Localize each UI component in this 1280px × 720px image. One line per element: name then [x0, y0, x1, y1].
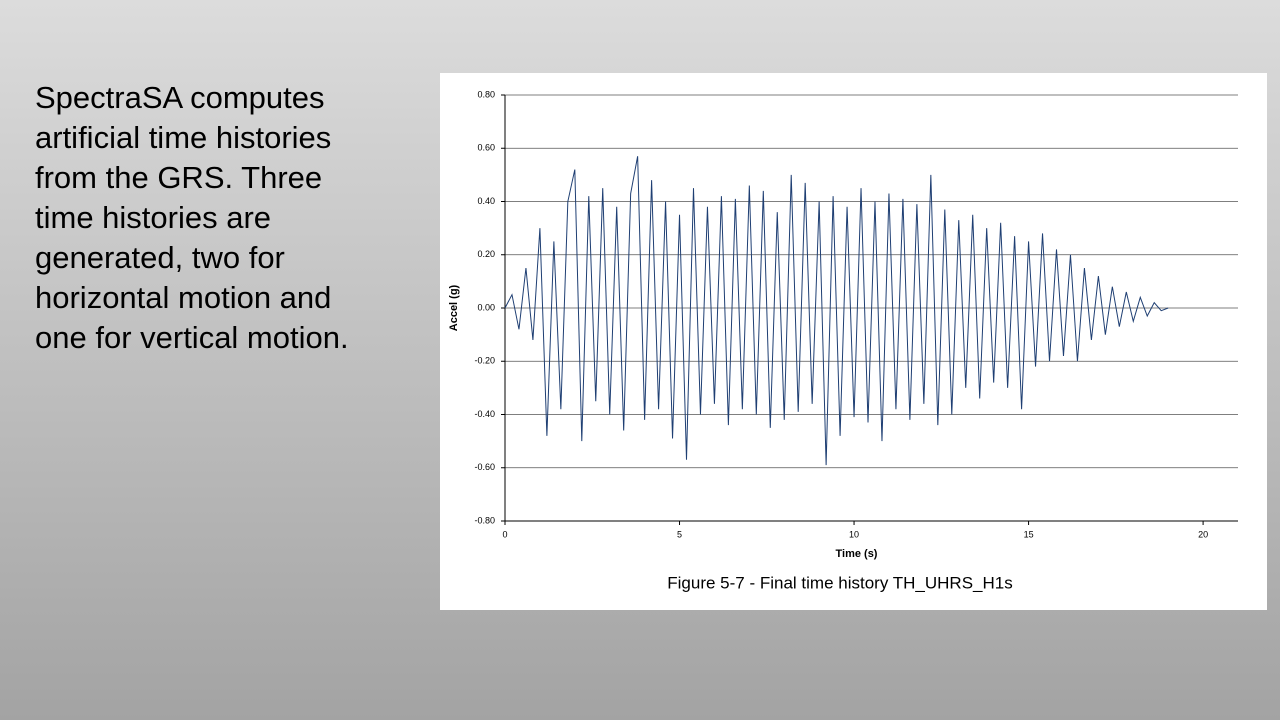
- y-tick-label: 0.00: [477, 302, 495, 312]
- text-line: artificial time histories: [35, 120, 332, 155]
- y-tick-label: 0.80: [477, 89, 495, 99]
- y-tick-label: 0.40: [477, 196, 495, 206]
- x-tick-label: 10: [849, 529, 859, 539]
- x-tick-label: 5: [677, 529, 682, 539]
- chart: 0.80 0.60 0.40 0.20 0.00 -0.20 -0.40 -0.60 -0.80…: [440, 73, 1267, 610]
- y-tick-label: 0.60: [477, 143, 495, 153]
- text-line: from the GRS. Three: [35, 160, 323, 195]
- y-axis-label: Accel (g): [448, 284, 460, 331]
- x-tick-label: 15: [1024, 529, 1034, 539]
- text-line: one for vertical motion.: [35, 320, 349, 355]
- text-line: time histories are: [35, 200, 272, 235]
- x-tick-label: 20: [1198, 529, 1208, 539]
- x-tick-label: 0: [502, 529, 507, 539]
- text-line: generated, two for: [35, 240, 285, 275]
- y-tick-label: -0.80: [474, 515, 495, 525]
- caption: Figure 5-7 - Final time history TH_UHRS_…: [667, 573, 1012, 592]
- x-axis-label: Time (s): [836, 548, 878, 560]
- y-tick-label: 0.20: [477, 249, 495, 259]
- y-tick-label: -0.20: [474, 356, 495, 366]
- text-line: SpectraSA computes: [35, 80, 325, 115]
- series-line: [504, 156, 1169, 466]
- text-line: horizontal motion and: [35, 280, 332, 315]
- y-tick-label: -0.40: [474, 409, 495, 419]
- y-tick-label: -0.60: [474, 462, 495, 472]
- slide-text: SpectraSA computes artificial time histor…: [35, 78, 349, 358]
